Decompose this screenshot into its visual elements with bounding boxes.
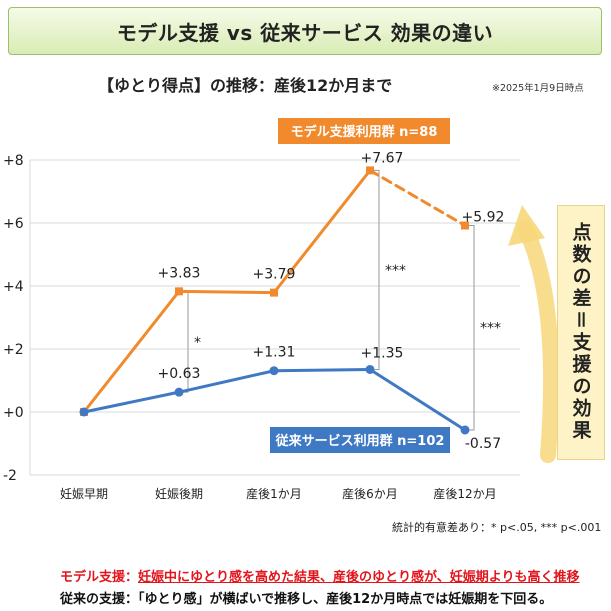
footer-line-conventional: 従来の支援：「ゆとり感」が横ばいで推移し、産後12か月時点では妊娠期を下回る。 <box>60 592 553 607</box>
x-tick-label: 妊娠後期 <box>155 487 203 501</box>
data-label: +3.79 <box>253 267 296 283</box>
y-tick-label: +2 <box>3 342 24 358</box>
data-label: +1.35 <box>361 345 404 361</box>
data-point-model <box>461 221 469 230</box>
significance-bracket <box>372 169 380 370</box>
data-label: +7.67 <box>361 150 404 166</box>
y-tick-label: +8 <box>3 153 24 169</box>
data-label: +1.31 <box>253 345 296 361</box>
data-label: +3.83 <box>158 265 201 281</box>
legend-box <box>270 427 450 453</box>
page-title: モデル支援 vs 従来サービス 効果の違い <box>116 20 494 45</box>
footer-line-model-text: 妊娠中にゆとり感を高めた結果、産後のゆとり感が、妊娠期よりも高く推移 <box>138 570 580 585</box>
significance-mark: * <box>194 335 201 351</box>
data-point-conventional <box>79 407 89 417</box>
x-tick-label: 妊娠早期 <box>60 487 108 501</box>
footer-line-model: モデル支援：妊娠中にゆとり感を高めた結果、産後のゆとり感が、妊娠期よりも高く推移 <box>60 566 580 585</box>
footer-line-model-prefix: モデル支援： <box>60 570 139 585</box>
legend-label: モデル支援利用群 n=88 <box>291 124 438 140</box>
data-point-conventional <box>460 425 470 435</box>
significance-mark: *** <box>480 321 501 337</box>
series-line-segment <box>368 168 467 228</box>
data-point-model <box>175 287 183 296</box>
title-banner: モデル支援 vs 従来サービス 効果の違い <box>8 7 602 55</box>
significance-note: 統計的有意差あり：* p<.05, *** p<.001 <box>392 521 602 534</box>
significance-mark: *** <box>385 263 406 279</box>
x-tick-label: 産後1か月 <box>246 486 302 501</box>
data-label: +5.92 <box>462 210 505 226</box>
series-line-segment <box>272 168 372 295</box>
y-tick-label: -2 <box>3 468 17 484</box>
data-point-conventional <box>269 366 279 376</box>
effect-arrow-head <box>508 205 545 246</box>
series-line-segment <box>272 367 372 373</box>
data-point-model <box>366 166 374 175</box>
series-line-segment <box>82 289 181 414</box>
y-tick-label: +6 <box>3 216 24 232</box>
data-point-conventional <box>365 364 375 374</box>
x-tick-label: 産後12か月 <box>433 486 496 501</box>
legend-box <box>278 118 450 144</box>
y-tick-label: +4 <box>3 279 24 295</box>
data-point-model <box>270 288 278 297</box>
series-line-segment <box>368 367 467 432</box>
y-tick-label: +0 <box>3 405 24 421</box>
date-note: ※2025年1月9日時点 <box>492 83 584 94</box>
effect-label: 点数の差＝支援の効果 <box>569 222 592 443</box>
series-line-segment <box>177 289 276 295</box>
x-tick-label: 産後6か月 <box>342 486 398 501</box>
data-label: +0.63 <box>158 366 201 382</box>
significance-bracket <box>467 225 475 431</box>
series-line-segment <box>177 369 276 394</box>
data-label: -0.57 <box>465 436 501 452</box>
legend-label: 従来サービス利用群 n=102 <box>275 433 445 449</box>
chart-subtitle: 【ゆとり得点】の推移：産後12か月まで <box>98 76 393 95</box>
series-line-segment <box>82 390 181 414</box>
effect-arrow <box>517 220 560 463</box>
effect-label-box: 点数の差＝支援の効果 <box>557 205 605 460</box>
data-point-conventional <box>174 387 184 397</box>
